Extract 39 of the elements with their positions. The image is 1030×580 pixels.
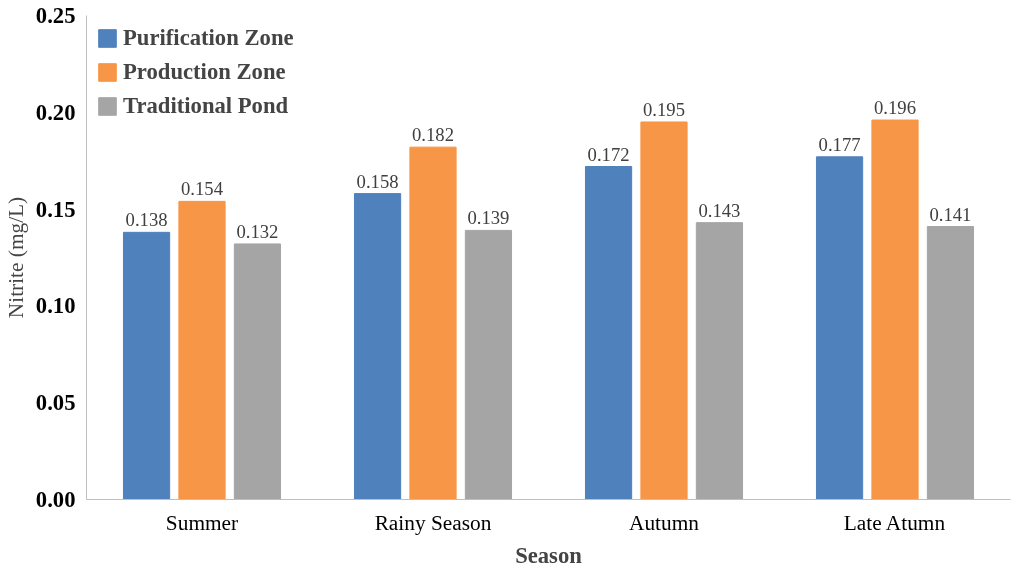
- bar: [464, 229, 513, 500]
- data-label: 0.195: [643, 98, 685, 120]
- data-label: 0.158: [356, 170, 399, 192]
- bar: [584, 166, 633, 500]
- bar: [695, 222, 744, 500]
- data-label: 0.172: [587, 143, 630, 165]
- x-axis-title: Season: [515, 542, 583, 568]
- data-label: 0.143: [698, 199, 741, 221]
- data-label: 0.196: [874, 97, 916, 119]
- y-tick-label: 0.00: [35, 487, 76, 512]
- x-tick-label: Rainy Season: [374, 510, 492, 535]
- y-axis-title: Nitrite (mg/L): [3, 196, 28, 319]
- bar: [122, 231, 171, 500]
- bar: [409, 146, 457, 500]
- y-tick-label: 0.15: [35, 196, 76, 222]
- data-label: 0.177: [818, 133, 861, 155]
- bar: [178, 200, 226, 500]
- y-tick-label: 0.20: [35, 99, 76, 125]
- x-tick-label: Autumn: [629, 510, 700, 535]
- bar: [815, 156, 864, 500]
- legend-label: Traditional Pond: [123, 93, 289, 119]
- bar: [640, 121, 688, 500]
- data-label: 0.141: [929, 203, 972, 225]
- y-tick-label: 0.05: [35, 390, 76, 416]
- data-label: 0.154: [181, 178, 224, 200]
- x-tick-label: Summer: [165, 510, 239, 535]
- legend-label: Production Zone: [123, 59, 286, 85]
- y-tick-label: 0.10: [35, 293, 76, 319]
- data-label: 0.139: [467, 207, 510, 229]
- x-tick-label: Late Atumn: [843, 510, 946, 535]
- bar: [353, 193, 402, 500]
- bar: [926, 226, 975, 500]
- data-label: 0.132: [236, 220, 279, 242]
- legend-label: Purification Zone: [123, 25, 294, 51]
- bar: [233, 243, 282, 500]
- data-label: 0.182: [412, 124, 454, 146]
- bar: [871, 119, 919, 500]
- y-tick-label: 0.25: [35, 3, 76, 28]
- data-label: 0.138: [125, 209, 168, 231]
